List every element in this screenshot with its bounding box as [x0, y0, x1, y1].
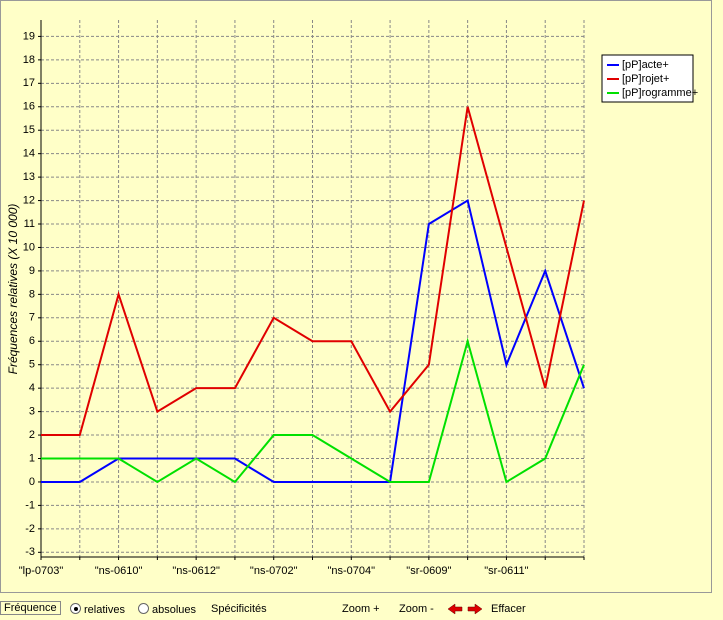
y-tick-label: 17 [23, 77, 35, 89]
x-tick-label: "ns-0612" [172, 565, 220, 577]
y-tick-label: 3 [29, 406, 35, 418]
y-tick-label: 14 [23, 148, 35, 160]
clear-button[interactable]: Effacer [491, 603, 526, 615]
y-tick-label: 18 [23, 54, 35, 66]
y-tick-label: 6 [29, 335, 35, 347]
arrows-button[interactable] [447, 603, 483, 615]
y-tick-label: 16 [23, 101, 35, 113]
radio-relatives[interactable]: relatives [70, 603, 125, 616]
frequency-button[interactable]: Fréquence [0, 601, 61, 615]
series-line [41, 198, 585, 483]
x-tick-label: "ns-0702" [250, 565, 298, 577]
radio-label: absolues [152, 604, 197, 616]
y-tick-label: 11 [24, 218, 35, 230]
y-tick-label: 4 [29, 382, 35, 394]
legend-label: [pP]rogramme+ [622, 87, 698, 99]
y-tick-label: 2 [29, 429, 35, 441]
x-tick-label: "sr-0609" [406, 565, 451, 577]
series-line [41, 337, 585, 484]
y-axis-label: Fréquences relatives (X 10 000) [6, 204, 20, 375]
radio-absolues[interactable]: absolues [138, 603, 196, 616]
legend-label: [pP]rojet+ [622, 73, 669, 85]
zoom-out-button[interactable]: Zoom - [399, 603, 434, 615]
y-tick-label: 5 [29, 359, 35, 371]
y-tick-label: -1 [25, 499, 35, 511]
radio[interactable] [138, 603, 149, 614]
y-tick-label: 7 [29, 312, 35, 324]
y-tick-label: -3 [25, 546, 35, 558]
y-tick-label: 15 [23, 124, 35, 136]
zoom-in-button[interactable]: Zoom + [342, 603, 380, 615]
x-tick-label: "ns-0704" [328, 565, 376, 577]
y-tick-label: 1 [29, 452, 35, 464]
x-tick-label: "lp-0703" [19, 565, 64, 577]
y-tick-label: 8 [29, 288, 35, 300]
legend-label: [pP]acte+ [622, 59, 669, 71]
y-tick-label: 12 [23, 194, 35, 206]
y-tick-label: 9 [29, 265, 35, 277]
chart: Fréquences relatives (X 10 000) -3 -2 -1 0 1… [0, 0, 712, 593]
series-line [41, 106, 585, 437]
y-tick-label: 19 [23, 30, 35, 42]
y-tick-label: 0 [29, 476, 35, 488]
x-tick-label: "sr-0611" [484, 565, 528, 577]
radio[interactable] [70, 603, 81, 614]
x-tick-label: "ns-0610" [95, 565, 143, 577]
toolbar: Fréquence relatives absolues Spécificité… [0, 600, 723, 620]
y-tick-label: -2 [25, 523, 35, 535]
y-tick-label: 13 [23, 171, 35, 183]
specificites-button[interactable]: Spécificités [211, 603, 267, 615]
radio-label: relatives [84, 604, 125, 616]
y-tick-label: 10 [23, 241, 35, 253]
